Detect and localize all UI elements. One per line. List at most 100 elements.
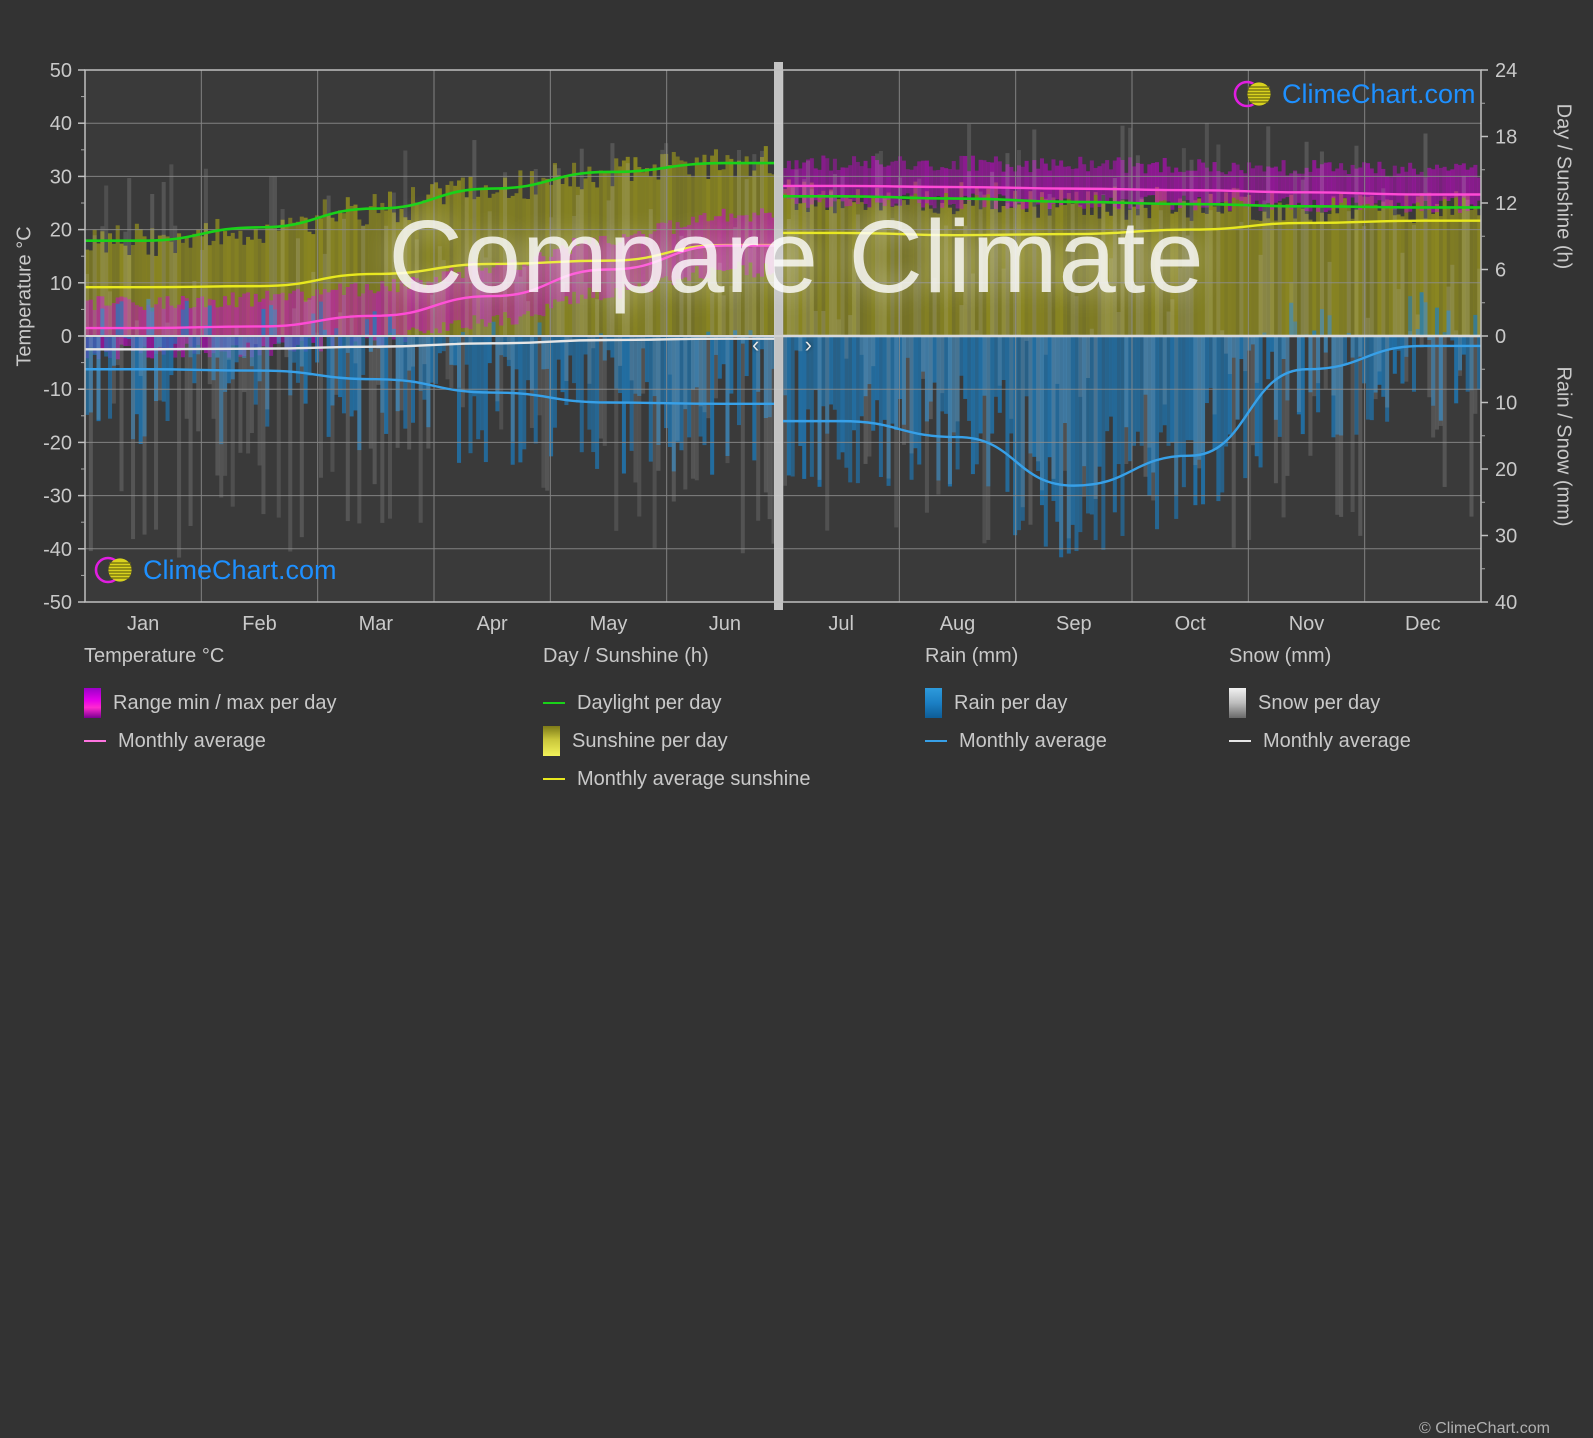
daily-bar bbox=[1197, 198, 1202, 336]
daily-bar bbox=[1254, 220, 1259, 336]
y-axis-tick-label-temperature: -20 bbox=[43, 432, 72, 454]
daily-bar bbox=[855, 161, 860, 204]
daily-bar bbox=[196, 336, 201, 355]
daily-bar bbox=[963, 336, 968, 399]
legend-item[interactable]: Monthly average sunshine bbox=[543, 760, 810, 798]
daily-bar bbox=[322, 253, 327, 336]
daily-bar bbox=[759, 150, 765, 336]
y-axis-tick-label-day-sunshine: 0 bbox=[1495, 326, 1506, 348]
legend-item[interactable]: Monthly average bbox=[925, 722, 1107, 760]
daily-bar bbox=[1396, 173, 1401, 203]
daily-bar bbox=[909, 336, 914, 454]
daily-bar bbox=[1032, 160, 1037, 202]
daily-bar bbox=[1166, 204, 1171, 336]
daily-bar bbox=[491, 321, 496, 336]
daily-bar bbox=[767, 336, 772, 520]
daily-bar bbox=[1285, 204, 1290, 336]
legend-column-snow: Snow (mm) Snow per day Monthly average bbox=[1229, 645, 1411, 760]
daily-bar bbox=[127, 255, 132, 336]
chevron-left-icon[interactable]: ‹ bbox=[752, 332, 760, 357]
daily-bar bbox=[1016, 150, 1021, 336]
daily-bar bbox=[384, 286, 389, 338]
daily-bar bbox=[184, 336, 189, 419]
daily-bar bbox=[932, 212, 937, 336]
legend-item[interactable]: Monthly average bbox=[1229, 722, 1411, 760]
daily-bar bbox=[1155, 336, 1160, 530]
daily-bar bbox=[1331, 196, 1336, 336]
daily-bar bbox=[921, 336, 926, 372]
daily-bar bbox=[345, 336, 350, 353]
daily-bar bbox=[437, 283, 442, 334]
daily-bar bbox=[959, 155, 964, 209]
daily-bar bbox=[1178, 198, 1183, 336]
chart-canvas[interactable]: 50 40 30 20 10 0 -10 -20 -30 -40 -50 24 18 12 6 0 10 20 30… bbox=[0, 0, 1593, 640]
daily-bar bbox=[744, 336, 749, 377]
y-axis-tick-label-temperature: 10 bbox=[50, 273, 72, 295]
daily-bar bbox=[825, 209, 830, 336]
legend-item[interactable]: Sunshine per day bbox=[543, 722, 810, 760]
daily-bar bbox=[1197, 336, 1202, 460]
daily-bar bbox=[1300, 173, 1305, 207]
daily-bar bbox=[537, 181, 542, 336]
daily-bar bbox=[269, 176, 274, 336]
daily-bar bbox=[1120, 200, 1125, 336]
daily-bar bbox=[161, 182, 166, 336]
legend-item[interactable]: Snow per day bbox=[1229, 684, 1411, 722]
legend-item[interactable]: Daylight per day bbox=[543, 684, 810, 722]
daily-bar bbox=[364, 319, 369, 336]
daily-bar bbox=[729, 285, 734, 336]
daily-bar bbox=[813, 206, 818, 336]
rain-monthly-average-line bbox=[783, 344, 1481, 487]
daily-bar bbox=[947, 336, 952, 485]
daily-bar bbox=[829, 336, 834, 405]
daily-bar bbox=[341, 336, 346, 414]
daily-bar bbox=[924, 336, 929, 513]
daily-bar bbox=[967, 199, 972, 336]
daily-bar bbox=[1266, 218, 1271, 336]
daily-bar bbox=[591, 336, 596, 349]
daily-bar bbox=[951, 214, 956, 336]
daily-bar bbox=[1128, 157, 1133, 209]
legend-item[interactable]: Range min / max per day bbox=[84, 684, 336, 722]
daily-bar bbox=[959, 336, 964, 376]
daily-bar bbox=[1032, 206, 1037, 336]
daily-bar bbox=[944, 168, 949, 194]
daily-bar bbox=[978, 159, 983, 200]
daily-bar bbox=[503, 264, 508, 313]
daily-bar bbox=[863, 336, 868, 397]
daily-bar bbox=[514, 261, 519, 336]
daily-bar bbox=[1285, 336, 1290, 476]
daily-bar bbox=[1465, 169, 1470, 212]
daily-bar bbox=[928, 336, 933, 402]
daily-bar bbox=[96, 336, 101, 420]
chevron-right-icon[interactable]: › bbox=[804, 332, 812, 357]
daily-bar bbox=[272, 309, 277, 336]
daily-bar bbox=[161, 308, 166, 355]
daily-bar bbox=[679, 336, 684, 451]
daily-bar bbox=[246, 336, 251, 454]
legend-item[interactable]: Rain per day bbox=[925, 684, 1107, 722]
daily-bar bbox=[1354, 168, 1359, 203]
daily-bar bbox=[399, 336, 404, 411]
daily-bar bbox=[1204, 167, 1209, 208]
daily-bar bbox=[376, 291, 381, 346]
daily-bar bbox=[1411, 336, 1416, 392]
daily-bar bbox=[656, 336, 661, 445]
daily-bar bbox=[909, 195, 914, 336]
daily-bar bbox=[230, 292, 235, 346]
daily-bar bbox=[1277, 202, 1282, 336]
daily-bar bbox=[506, 336, 511, 360]
daily-bar bbox=[1147, 164, 1152, 196]
y-axis-tick-label-temperature: -50 bbox=[43, 592, 72, 614]
daily-bar bbox=[1208, 336, 1213, 388]
daily-bar bbox=[641, 234, 646, 288]
daily-bar bbox=[1120, 336, 1125, 536]
daily-bar bbox=[786, 160, 791, 199]
legend-item[interactable]: Monthly average bbox=[84, 722, 336, 760]
daily-bar bbox=[1270, 336, 1275, 352]
daily-bar bbox=[188, 336, 193, 526]
daily-bar bbox=[1442, 336, 1447, 487]
split-divider-handle[interactable]: ‹ › bbox=[752, 328, 812, 362]
daily-bar bbox=[1132, 336, 1137, 446]
daily-bar bbox=[541, 336, 546, 488]
